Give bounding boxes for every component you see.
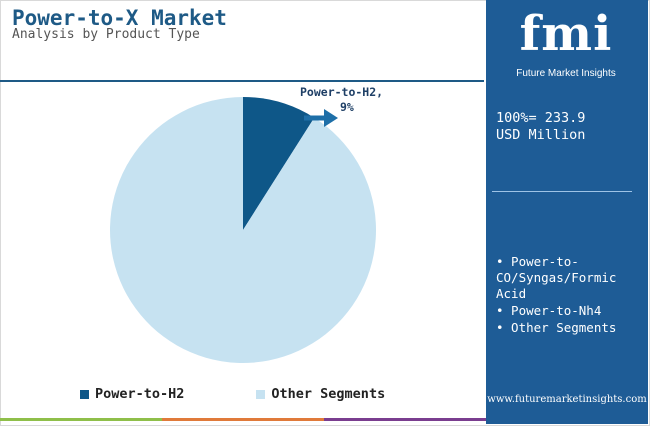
pie-slice-power-to-h2 (243, 97, 315, 230)
logo-tagline: Future Market Insights (516, 68, 616, 79)
legend-label: Power-to-H2 (95, 386, 185, 402)
page-subtitle: Analysis by Product Type (12, 27, 200, 42)
callout-arrow-head (324, 109, 338, 127)
pie-chart: Power-to-H2,9% (110, 85, 383, 364)
segment-list: • Power-to-CO/Syngas/Formic Acid • Power… (496, 254, 646, 337)
segment-item: • Power-to-CO/Syngas/Formic Acid (496, 254, 617, 301)
segment-item: • Power-to-Nh4 (496, 303, 602, 318)
legend-swatch (256, 389, 266, 399)
bottom-accent-green (0, 418, 162, 421)
info-sidebar: fmi Future Market Insights 100%= 233.9 U… (486, 0, 648, 424)
page-title: Power-to-X Market (12, 6, 227, 30)
chart-legend: Power-to-H2 Other Segments (80, 386, 385, 402)
market-total-unit: USD Million (496, 127, 586, 143)
logo-mark: fmi (519, 6, 613, 62)
bottom-accent-orange (162, 418, 324, 421)
segment-item: • Other Segments (496, 320, 617, 335)
market-total: 100%= 233.9 USD Million (496, 110, 646, 144)
pie-chart-area: Power-to-H2, 9% (0, 82, 484, 372)
legend-item-other-segments: Other Segments (256, 386, 385, 402)
title-divider (0, 80, 484, 82)
callout-label: Power-to-H2, (300, 85, 383, 99)
legend-label: Other Segments (271, 386, 386, 402)
market-total-value: 100%= 233.9 (496, 110, 586, 126)
callout-value: 9% (340, 100, 354, 114)
sidebar-divider (492, 191, 632, 192)
bottom-accent-purple (324, 418, 486, 421)
website-url[interactable]: www.futuremarketinsights.com (487, 394, 647, 405)
legend-swatch (80, 389, 89, 399)
pie-slice-other-segments (110, 97, 377, 364)
fmi-logo: fmi Future Market Insights (496, 6, 636, 86)
legend-item-power-to-h2: Power-to-H2 (80, 386, 184, 402)
